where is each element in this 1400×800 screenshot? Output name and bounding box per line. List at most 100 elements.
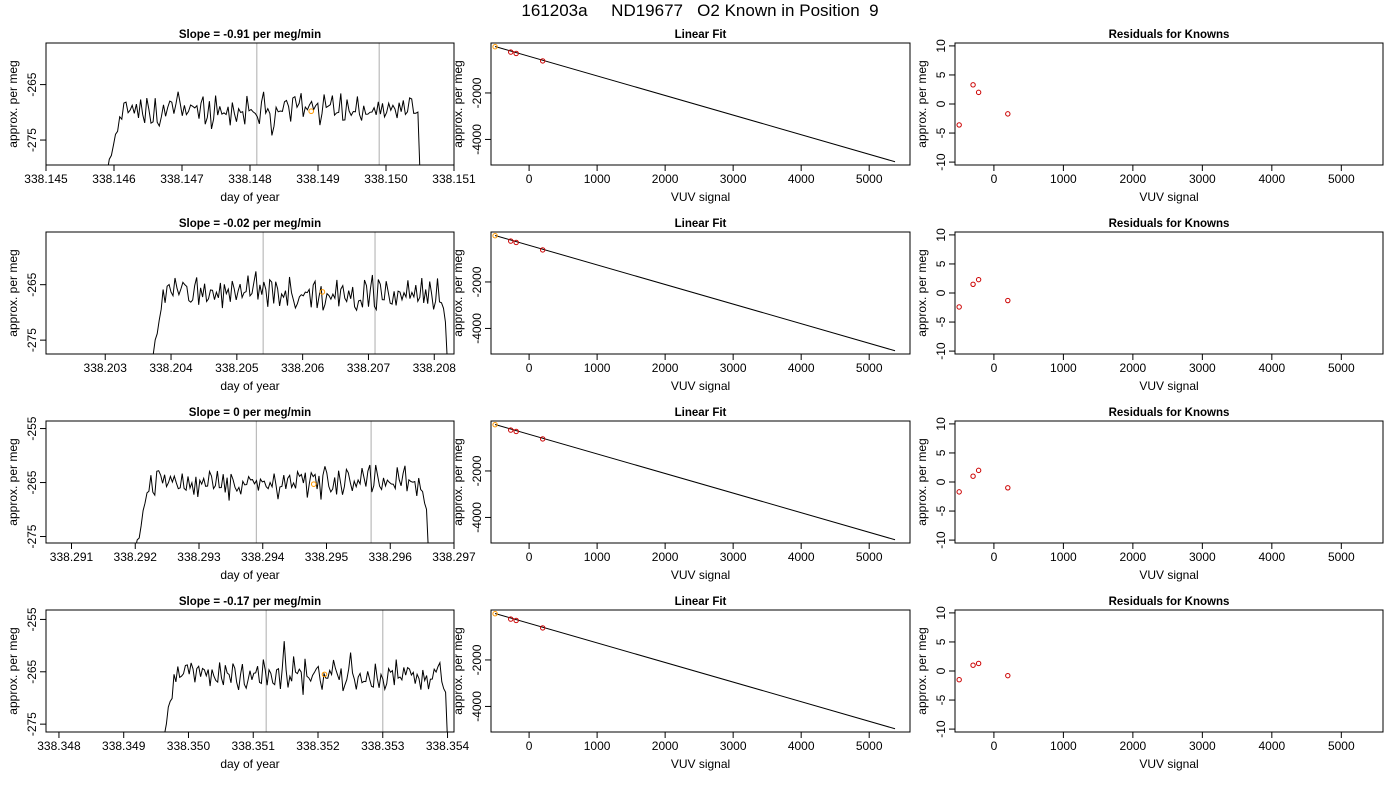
x-tick-label: 0: [526, 739, 533, 753]
plot-frame: [954, 609, 1384, 733]
y-tick-label: 5: [934, 638, 948, 645]
fit-line: [494, 46, 896, 163]
plot-frame: [45, 42, 455, 166]
x-tick-label: 4000: [788, 739, 815, 753]
x-tick-label: 4000: [1258, 550, 1285, 564]
panel-2-3: Residuals for Knowns 0 1000 2000 3000 4000 500…: [915, 218, 1384, 393]
x-tick-label: 5000: [856, 550, 883, 564]
x-tick-label: 5000: [1328, 550, 1355, 564]
x-tick-label: 4000: [1258, 361, 1285, 375]
fit-line: [494, 424, 896, 541]
x-tick-label: 1000: [584, 739, 611, 753]
data-point: [970, 281, 976, 287]
y-tick-label: 0: [934, 667, 948, 674]
x-tick-label: 4000: [788, 361, 815, 375]
y-tick-label: -4000: [470, 502, 484, 533]
fit-line: [494, 613, 896, 730]
y-tick-label: -265: [25, 72, 39, 96]
x-tick-label: 3000: [1189, 739, 1216, 753]
y-tick-label: -2000: [470, 455, 484, 486]
x-tick-label: 338.352: [296, 739, 340, 753]
panel-3-3: Residuals for Knowns 0 1000 2000 3000 4000 500…: [915, 407, 1384, 582]
plot-area: [956, 82, 1011, 128]
x-tick-label: 3000: [1189, 172, 1216, 186]
x-tick-label: 5000: [856, 361, 883, 375]
x-tick-label: 5000: [1328, 739, 1355, 753]
x-axis-label: day of year: [220, 757, 279, 771]
x-tick-label: 5000: [856, 172, 883, 186]
x-tick-label: 338.207: [347, 361, 391, 375]
plot-area: [107, 43, 421, 165]
x-tick-label: 2000: [1120, 550, 1147, 564]
x-tick-label: 338.350: [167, 739, 211, 753]
y-tick-label: 10: [934, 606, 948, 620]
x-tick-label: 338.205: [215, 361, 259, 375]
data-point: [492, 233, 498, 239]
panel-title: Slope = -0.17 per meg/min: [179, 596, 321, 608]
data-point: [508, 238, 514, 244]
y-axis-label: approx. per meg: [451, 627, 465, 714]
y-tick-label: -275: [25, 328, 39, 352]
x-tick-label: 2000: [652, 361, 679, 375]
data-point: [956, 677, 962, 683]
y-axis-label: approx. per meg: [6, 627, 20, 714]
plot-frame: [45, 420, 455, 544]
y-tick-label: -275: [25, 524, 39, 548]
data-point: [970, 662, 976, 668]
x-tick-label: 338.296: [369, 550, 413, 564]
y-tick-label: -275: [25, 712, 39, 736]
y-tick-label: -265: [25, 470, 39, 494]
y-tick-label: -255: [25, 607, 39, 631]
x-tick-label: 3000: [1189, 550, 1216, 564]
x-tick-label: 0: [991, 739, 998, 753]
panel-2-1: Slope = -0.02 per meg/min 338.203 338.204 3…: [6, 218, 456, 393]
plot-frame: [490, 609, 911, 733]
y-tick-label: -10: [934, 531, 948, 549]
panel-title: Residuals for Knowns: [1109, 596, 1230, 608]
x-tick-label: 338.149: [296, 172, 340, 186]
panel-title: Residuals for Knowns: [1109, 29, 1230, 41]
x-tick-label: 0: [526, 361, 533, 375]
y-tick-label: -4000: [470, 313, 484, 344]
y-tick-label: -265: [25, 272, 39, 296]
x-tick-label: 1000: [584, 172, 611, 186]
x-tick-label: 0: [991, 361, 998, 375]
y-tick-label: -4000: [470, 124, 484, 155]
panel-title: Linear Fit: [675, 29, 727, 41]
y-tick-label: -5: [934, 316, 948, 327]
y-tick-label: -5: [934, 505, 948, 516]
x-axis-label: VUV signal: [1139, 568, 1198, 582]
data-point: [513, 50, 519, 57]
x-tick-label: 338.292: [114, 550, 158, 564]
panel-title: Linear Fit: [675, 218, 727, 230]
y-tick-label: -275: [25, 128, 39, 152]
data-point: [975, 276, 982, 283]
x-tick-label: 3000: [720, 739, 747, 753]
y-tick-label: -255: [25, 416, 39, 440]
data-point: [1005, 672, 1011, 679]
x-tick-label: 338.293: [177, 550, 221, 564]
y-tick-label: 10: [934, 39, 948, 53]
data-point: [513, 239, 519, 246]
y-tick-label: -2000: [470, 644, 484, 675]
x-axis-label: VUV signal: [1139, 757, 1198, 771]
signal-trace: [107, 91, 421, 165]
data-point: [1005, 297, 1011, 304]
y-axis-label: approx. per meg: [451, 60, 465, 147]
plot-frame: [954, 42, 1384, 166]
y-axis-label: approx. per meg: [6, 249, 20, 336]
mean-marker: [319, 289, 326, 295]
x-tick-label: 338.354: [426, 739, 470, 753]
plot-frame: [45, 609, 455, 733]
plot-area: [492, 233, 896, 352]
y-axis-label: approx. per meg: [451, 249, 465, 336]
plot-area: [492, 44, 896, 163]
panel-title: Residuals for Knowns: [1109, 218, 1230, 230]
x-tick-label: 338.147: [160, 172, 204, 186]
panel-title: Slope = -0.02 per meg/min: [179, 218, 321, 230]
panel-4-1: Slope = -0.17 per meg/min 338.348 338.349 3…: [6, 596, 470, 771]
x-axis-label: VUV signal: [671, 568, 730, 582]
y-tick-label: 5: [934, 71, 948, 78]
data-point: [508, 49, 514, 55]
